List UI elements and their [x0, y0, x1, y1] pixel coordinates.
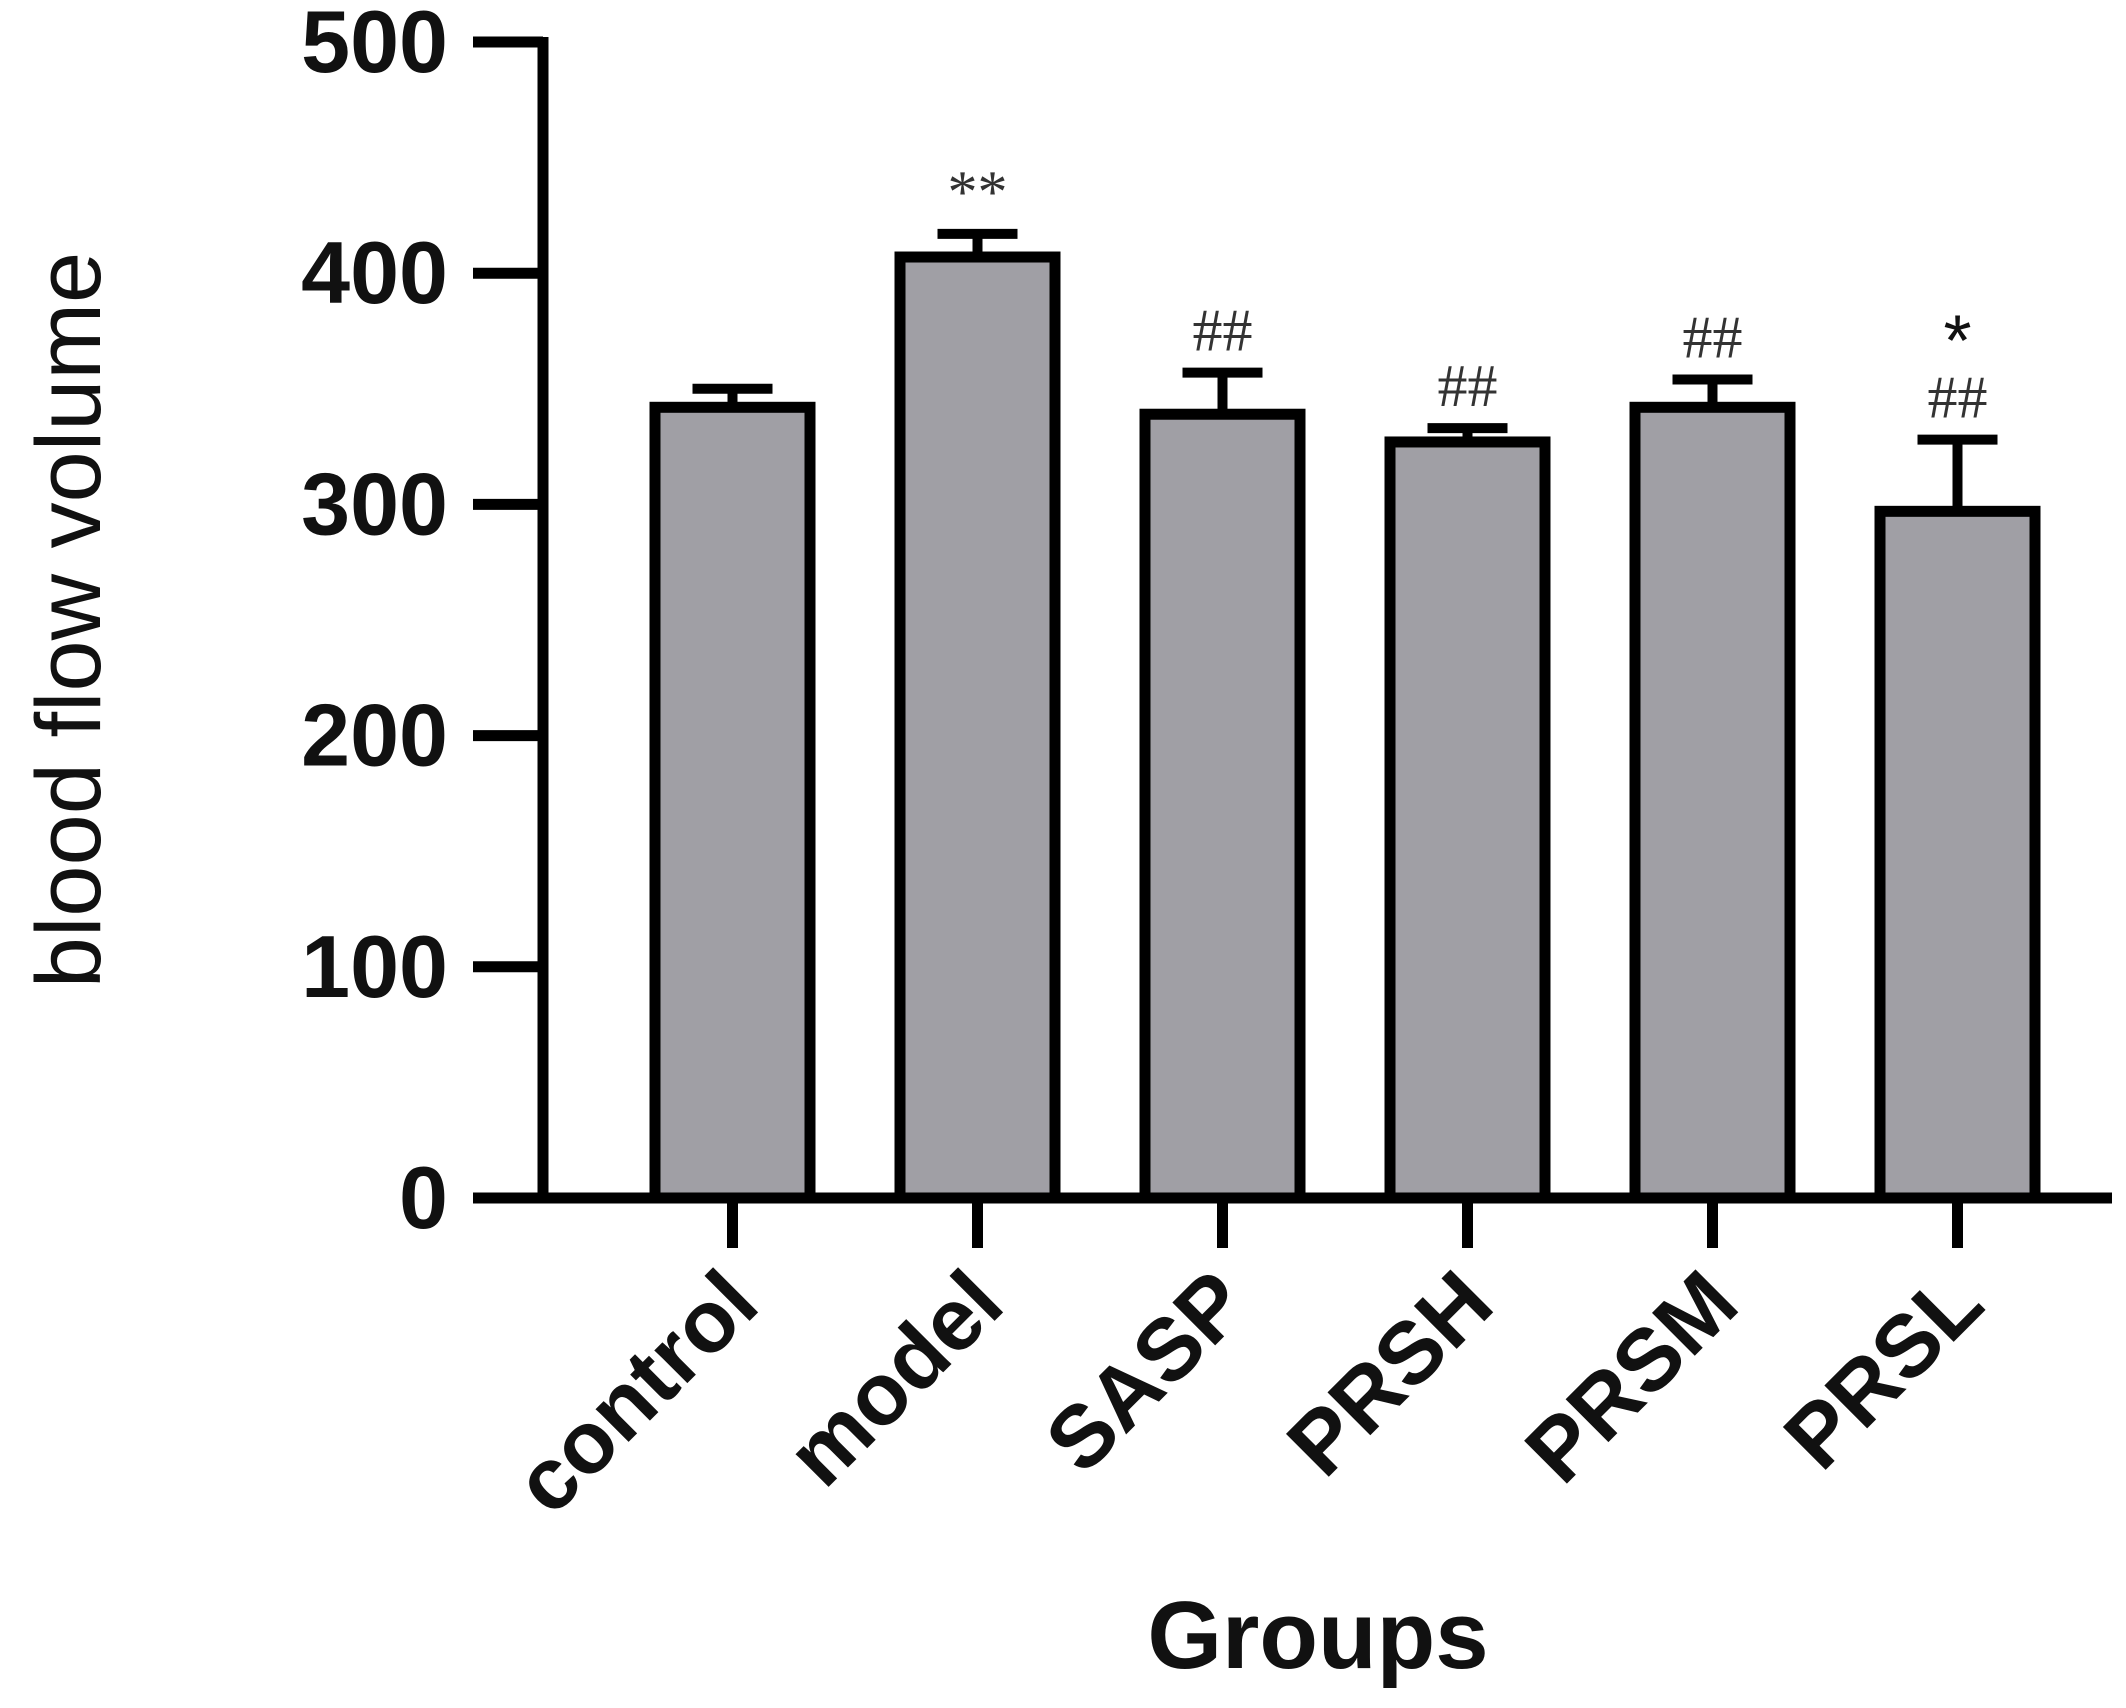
significance-label: ##	[1438, 353, 1498, 419]
x-tick-label-model: model	[768, 1251, 1021, 1504]
bar-control	[649, 401, 816, 1204]
error-bars	[692, 228, 1998, 512]
bars	[649, 251, 2041, 1204]
x-axis-title: Groups	[1147, 1582, 1488, 1689]
x-tick-label-control: control	[495, 1251, 776, 1532]
bar-prsh	[1384, 436, 1551, 1204]
y-tick-label: 100	[301, 917, 448, 1016]
y-tick-label: 400	[301, 223, 448, 322]
significance-label: ##	[1683, 305, 1743, 371]
x-tick-label-prsm: PRSM	[1506, 1251, 1756, 1501]
y-tick-label: 500	[301, 0, 448, 91]
y-tick-label: 200	[301, 686, 448, 785]
x-tick-label-sasp: SASP	[1026, 1251, 1265, 1490]
significance-annotations: **########*	[948, 159, 1988, 431]
significance-label: ##	[1928, 365, 1988, 431]
x-tick-label-prsl: PRSL	[1765, 1251, 2001, 1487]
y-tick-label: 300	[301, 454, 448, 553]
bar-sasp	[1139, 408, 1306, 1204]
bar-prsm	[1629, 401, 1796, 1204]
x-tick-label-prsh: PRSH	[1268, 1251, 1511, 1494]
y-axis-title: blood flow volume	[18, 252, 120, 988]
y-axis-ticks: 0 100 200 300 400 500	[301, 0, 543, 1247]
bar-prsl	[1874, 505, 2041, 1204]
significance-label: *	[1943, 302, 1971, 382]
bar-model	[894, 251, 1061, 1204]
significance-label: ##	[1193, 298, 1253, 364]
significance-label: **	[948, 159, 1008, 225]
y-tick-label: 0	[399, 1148, 448, 1247]
